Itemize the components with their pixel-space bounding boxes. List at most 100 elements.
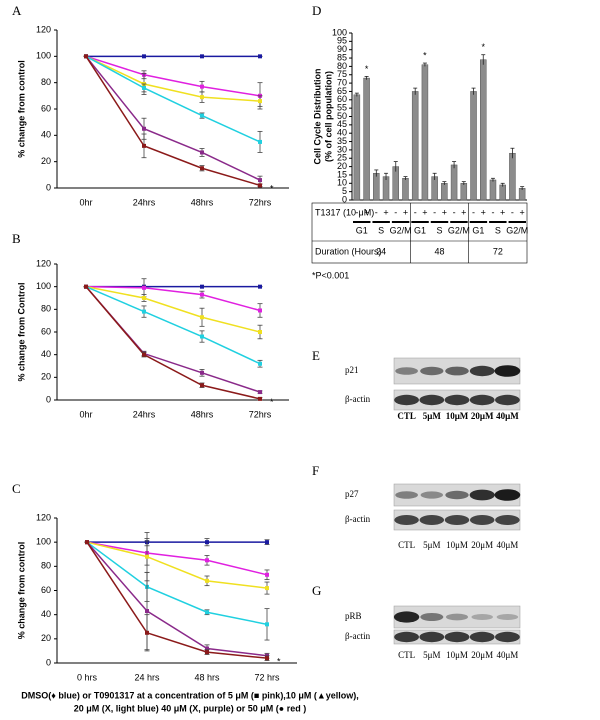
x-tick-label: -	[355, 207, 358, 217]
x-tick-label: +	[364, 207, 369, 217]
lane-label: 20μM	[471, 540, 493, 550]
y-tick-label: 70	[337, 77, 347, 87]
series-line	[85, 286, 261, 393]
bar	[460, 183, 468, 201]
lane-label: 40μM	[496, 411, 519, 421]
x-tick-label: 72 hrs	[254, 672, 280, 682]
marker	[200, 315, 204, 320]
series-line	[86, 541, 268, 626]
series-line	[85, 55, 261, 187]
marker	[200, 95, 204, 100]
y-tick-label: 0	[46, 182, 51, 192]
error-bar	[490, 177, 495, 182]
series-line	[86, 541, 268, 576]
blot-band	[469, 631, 495, 643]
marker	[200, 383, 204, 388]
error-bar	[403, 176, 408, 180]
bar	[382, 176, 390, 201]
x-tick-label: +	[442, 207, 447, 217]
bar	[480, 59, 487, 201]
blot-band	[393, 611, 420, 623]
series-line	[85, 55, 261, 143]
phase-label: G1	[472, 225, 484, 235]
y-tick-label: 90	[337, 44, 347, 54]
y-axis-label: (% of cell population)	[323, 71, 333, 162]
bar	[431, 176, 438, 201]
blot-band	[445, 613, 469, 621]
x-tick-label: 24hrs	[133, 409, 156, 419]
series-line	[85, 285, 261, 365]
y-tick-label: 120	[36, 512, 51, 522]
blot-row-label: p27	[345, 489, 359, 499]
marker	[142, 54, 146, 59]
marker	[258, 139, 262, 144]
marker	[265, 572, 269, 577]
marker	[258, 330, 262, 334]
y-tick-label: 40	[41, 609, 51, 619]
marker	[258, 308, 262, 313]
error-bar	[422, 62, 427, 67]
error-bar	[364, 76, 369, 80]
series-line	[85, 55, 261, 181]
y-tick-label: 95	[337, 36, 347, 46]
y-axis-label: % change from control	[16, 542, 26, 640]
panel-label: A	[12, 3, 22, 18]
blot-band	[495, 515, 520, 525]
error-bar	[413, 87, 418, 95]
error-bar	[452, 161, 457, 169]
x-tick-label: -	[433, 207, 436, 217]
marker	[200, 113, 204, 118]
blot-band	[495, 394, 520, 406]
blot-band	[469, 394, 495, 406]
lane-label: 40μM	[496, 540, 518, 550]
y-tick-label: 120	[36, 258, 51, 268]
blot-band	[394, 394, 419, 406]
series-line	[85, 285, 261, 333]
row-label: T1317 (10 μM)	[315, 207, 374, 217]
blot-row-label: p21	[345, 365, 359, 375]
lane-label: CTL	[398, 650, 415, 660]
phase-label: G2/M	[506, 225, 528, 235]
y-tick-label: 65	[337, 86, 347, 96]
caption: DMSO(♦ blue) or T0901317 at a concentrat…	[21, 690, 359, 700]
marker	[265, 586, 269, 591]
y-tick-label: 5	[342, 186, 347, 196]
marker	[258, 99, 262, 104]
x-tick-label: 0 hrs	[77, 672, 98, 682]
marker	[200, 150, 204, 155]
marker	[145, 630, 149, 635]
series-line	[86, 541, 268, 589]
lane-label: 20μM	[471, 650, 493, 660]
bar	[489, 179, 497, 201]
y-tick-label: 50	[337, 111, 347, 121]
x-tick-label: -	[394, 207, 397, 217]
marker	[205, 610, 209, 615]
marker	[84, 54, 88, 59]
x-tick-label: 48hrs	[191, 197, 214, 207]
y-tick-label: 60	[41, 585, 51, 595]
panel-label: E	[312, 348, 320, 363]
x-tick-label: -	[472, 207, 475, 217]
blot-band	[496, 614, 519, 620]
series-line	[85, 286, 261, 400]
marker	[258, 361, 262, 366]
marker	[142, 352, 146, 357]
group-label: 72	[493, 246, 503, 256]
marker	[258, 396, 262, 401]
error-bar	[432, 172, 437, 180]
y-tick-label: 100	[332, 27, 347, 37]
marker	[258, 178, 262, 183]
y-tick-label: 80	[41, 77, 51, 87]
bar	[450, 164, 458, 201]
marker	[200, 284, 204, 289]
annotation: *	[270, 397, 274, 407]
panel-label: C	[12, 481, 21, 496]
marker	[85, 540, 89, 545]
x-tick-label: 72hrs	[249, 197, 272, 207]
y-tick-label: 0	[46, 657, 51, 667]
blot-row-label: β-actin	[345, 394, 371, 404]
phase-label: G1	[356, 225, 368, 235]
y-tick-label: 75	[337, 69, 347, 79]
y-tick-label: 120	[36, 24, 51, 34]
y-tick-label: 35	[337, 136, 347, 146]
